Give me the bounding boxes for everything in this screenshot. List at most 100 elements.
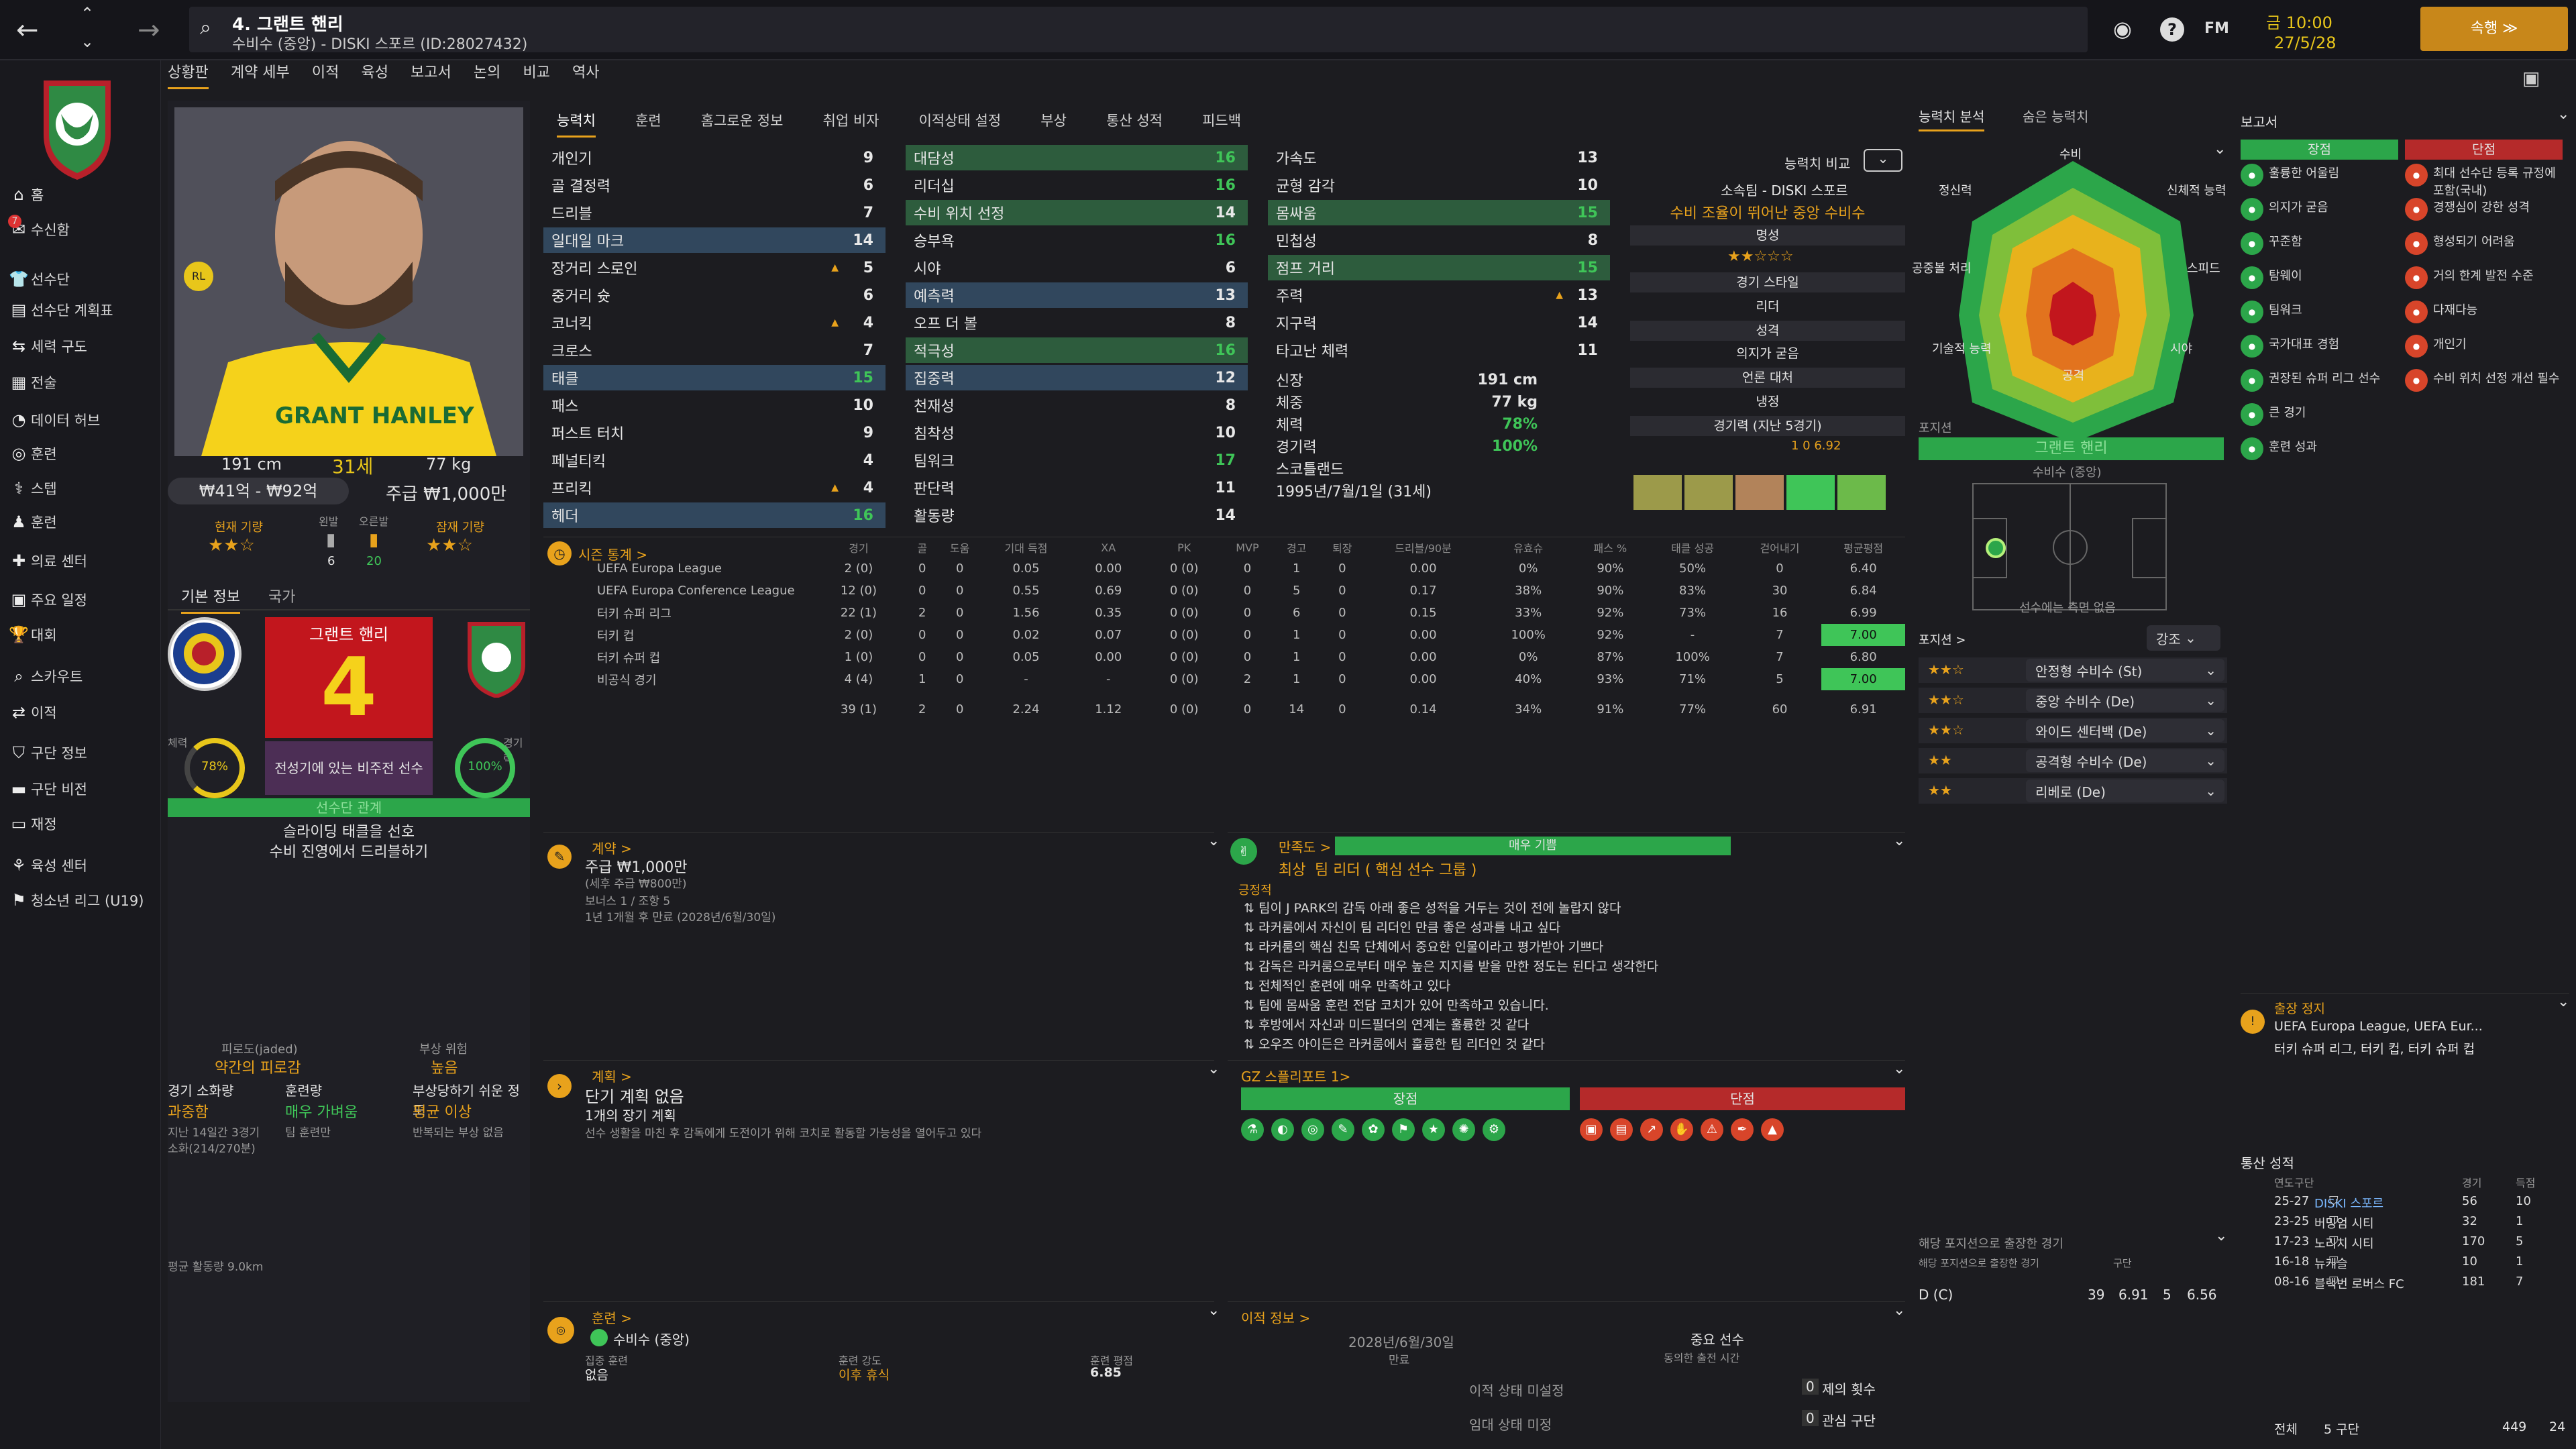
role-row[interactable]: ★★ 공격형 수비수 (De) ⌄: [1919, 748, 2227, 773]
sidebar-item-scouting[interactable]: ⌕ 스카우트: [7, 661, 161, 691]
stats-row[interactable]: UEFA Europa Conference League 12 (0) 0 0 0.5…: [570, 580, 1905, 602]
sidebar-item-staff[interactable]: ⚕ 스텝: [7, 474, 161, 503]
chevron-up-icon[interactable]: ⌃: [80, 4, 95, 23]
report-collapse-icon[interactable]: ⌄: [2557, 106, 2570, 123]
attribute-row[interactable]: 점프 거리 15: [1268, 255, 1610, 280]
attribute-row[interactable]: 침착성 10: [906, 420, 1248, 445]
attribute-row[interactable]: 크로스 7: [543, 337, 885, 363]
attribute-row[interactable]: 골 결정력 6: [543, 172, 885, 198]
attribute-row[interactable]: 헤더 16: [543, 502, 885, 528]
sidebar-item-youth-league[interactable]: ⚑ 청소년 리그 (U19): [7, 885, 161, 915]
attribute-row[interactable]: 드리블 7: [543, 200, 885, 225]
suspension-collapse-icon[interactable]: ⌄: [2557, 994, 2570, 1010]
attribute-row[interactable]: 주력 ▲ 13: [1268, 282, 1610, 308]
career-row[interactable]: 25-27 DISKI 스포르 56 10 ⛉: [2241, 1194, 2569, 1213]
nav-transfer[interactable]: 이적: [311, 64, 339, 81]
globe-icon[interactable]: ◉: [2113, 16, 2132, 42]
chevron-down-icon[interactable]: ⌄: [80, 32, 95, 51]
attribute-row[interactable]: 오프 더 볼 8: [906, 310, 1248, 335]
nav-discuss[interactable]: 논의: [473, 64, 501, 81]
attribute-row[interactable]: 팀워크 17: [906, 447, 1248, 473]
role-dropdown[interactable]: 중앙 수비수 (De) ⌄: [2026, 689, 2224, 712]
attribute-row[interactable]: 예측력 13: [906, 282, 1248, 308]
value-range[interactable]: ₩41억 - ₩92억: [168, 478, 349, 504]
attribute-row[interactable]: 일대일 마크 14: [543, 227, 885, 253]
stats-row[interactable]: 터키 슈퍼 리그 22 (1) 2 0 1.56 0.35 0 (0) 0 6 0 0.15 33% 9…: [570, 602, 1905, 624]
attribute-row[interactable]: 판단력 11: [906, 475, 1248, 500]
attribute-row[interactable]: 패스 10: [543, 392, 885, 418]
nav-history[interactable]: 역사: [572, 64, 600, 81]
attribute-row[interactable]: 적극성 16: [906, 337, 1248, 363]
contract-title[interactable]: 계약 >: [592, 841, 632, 857]
fm-menu[interactable]: FM: [2204, 20, 2229, 37]
attribute-row[interactable]: 퍼스트 터치 9: [543, 420, 885, 445]
attribute-row[interactable]: 집중력 12: [906, 365, 1248, 390]
attribute-row[interactable]: 시야 6: [906, 255, 1248, 280]
training-title[interactable]: 훈련 >: [592, 1310, 632, 1326]
roles-title[interactable]: 포지션 >: [1919, 633, 1966, 647]
nav-reports[interactable]: 보고서: [411, 64, 451, 81]
stats-row[interactable]: 터키 컵 2 (0) 0 0 0.02 0.07 0 (0) 0 1 0 0.00 100% 92% - 7…: [570, 624, 1905, 646]
sidebar-item-dev-center[interactable]: ⚘ 육성 센터: [7, 851, 161, 880]
sidebar-item-home[interactable]: ⌂ 홈: [7, 180, 161, 209]
happiness-title[interactable]: 만족도 >: [1279, 839, 1332, 855]
role-dropdown[interactable]: 안정형 수비수 (St) ⌄: [2026, 659, 2224, 682]
compare-dropdown[interactable]: ⌄: [1864, 149, 1902, 172]
plans-title[interactable]: 계획 >: [592, 1069, 632, 1085]
attribute-row[interactable]: 개인기 9: [543, 145, 885, 170]
squad-relations-bar[interactable]: 선수단 관계: [168, 798, 530, 817]
sidebar-item-dynamics[interactable]: ⇆ 세력 구도: [7, 331, 161, 361]
stats-row[interactable]: UEFA Europa League 2 (0) 0 0 0.05 0.00 0 (0) 0 1…: [570, 557, 1905, 580]
role-row[interactable]: ★★☆ 중앙 수비수 (De) ⌄: [1919, 688, 2227, 713]
attribute-row[interactable]: 프리킥 ▲ 4: [543, 475, 885, 500]
attribute-row[interactable]: 장거리 스로인 ▲ 5: [543, 255, 885, 280]
scout-report-title[interactable]: GZ 스플리포트 1>: [1241, 1069, 1351, 1085]
tab-injury[interactable]: 부상: [1040, 113, 1067, 129]
transfer-collapse-icon[interactable]: ⌄: [1893, 1302, 1906, 1319]
attribute-row[interactable]: 수비 위치 선정 14: [906, 200, 1248, 225]
forward-icon[interactable]: →: [138, 15, 160, 46]
attribute-row[interactable]: 페널티킥 4: [543, 447, 885, 473]
sidebar-item-tactics[interactable]: ▦ 전술: [7, 368, 161, 397]
role-row[interactable]: ★★☆ 와이드 센터백 (De) ⌄: [1919, 718, 2227, 743]
attribute-row[interactable]: 코너킥 ▲ 4: [543, 310, 885, 335]
plans-collapse-icon[interactable]: ⌄: [1208, 1061, 1220, 1077]
played-pos-collapse-icon[interactable]: ⌄: [2215, 1228, 2228, 1244]
tab-homegrown[interactable]: 홈그로운 정보: [700, 113, 784, 129]
role-dropdown[interactable]: 공격형 수비수 (De) ⌄: [2026, 749, 2224, 772]
search-bar[interactable]: ⌕ 4. 그랜트 핸리 수비수 (중앙) - DISKI 스포르 (ID:280…: [189, 7, 2088, 53]
attribute-row[interactable]: 지구력 14: [1268, 310, 1610, 335]
sidebar-item-competitions[interactable]: 🏆 대회: [7, 620, 161, 649]
sidebar-item-training[interactable]: ◎ 훈련: [7, 439, 161, 468]
career-row[interactable]: 17-23 노리치 시티 170 5 ⛉: [2241, 1234, 2569, 1253]
squad-status[interactable]: 전성기에 있는 비주전 선수: [265, 741, 433, 795]
role-row[interactable]: ★★ 리베로 (De) ⌄: [1919, 778, 2227, 804]
attribute-row[interactable]: 몸싸움 15: [1268, 200, 1610, 225]
attribute-row[interactable]: 중거리 슛 6: [543, 282, 885, 308]
tab-transfer-status[interactable]: 이적상태 설정: [918, 113, 1002, 129]
tab-nation[interactable]: 국가: [268, 589, 296, 606]
attribute-row[interactable]: 타고난 체력 11: [1268, 337, 1610, 363]
sidebar-item-transfers[interactable]: ⇄ 이적: [7, 698, 161, 727]
sidebar-item-schedule[interactable]: ▣ 주요 일정: [7, 585, 161, 614]
sidebar-item-club-vision[interactable]: ▬ 구단 비전: [7, 774, 161, 804]
career-row[interactable]: 16-18 뉴캐슬 10 1 ⛉: [2241, 1254, 2569, 1273]
happiness-collapse-icon[interactable]: ⌄: [1893, 833, 1906, 849]
nav-contract[interactable]: 계약 세부: [230, 64, 290, 81]
attribute-row[interactable]: 민첩성 8: [1268, 227, 1610, 253]
nav-development[interactable]: 육성: [361, 64, 388, 81]
tab-career-stats[interactable]: 통산 성적: [1106, 113, 1163, 129]
attribute-row[interactable]: 대담성 16: [906, 145, 1248, 170]
attribute-row[interactable]: 리더십 16: [906, 172, 1248, 198]
tab-attributes[interactable]: 능력치: [557, 110, 596, 138]
role-dropdown[interactable]: 와이드 센터백 (De) ⌄: [2026, 719, 2224, 742]
tab-basic-info[interactable]: 기본 정보: [181, 585, 240, 614]
emphasis-dropdown[interactable]: 강조 ⌄: [2147, 625, 2220, 651]
layout-icon[interactable]: ▣: [2522, 67, 2540, 89]
attribute-row[interactable]: 승부욕 16: [906, 227, 1248, 253]
career-row[interactable]: 08-16 블랙번 로버스 FC 181 7 ⛉: [2241, 1275, 2569, 1293]
tab-feedback[interactable]: 피드백: [1202, 113, 1242, 129]
sidebar-item-data-hub[interactable]: ◔ 데이터 허브: [7, 405, 161, 435]
season-stats-title[interactable]: 시즌 통계 >: [578, 547, 648, 563]
attribute-row[interactable]: 활동량 14: [906, 502, 1248, 528]
